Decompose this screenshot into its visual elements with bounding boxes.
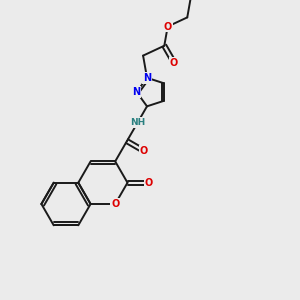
- Text: O: O: [164, 22, 172, 32]
- Text: O: O: [111, 199, 119, 209]
- Text: O: O: [140, 146, 148, 156]
- Text: N: N: [143, 73, 151, 83]
- Text: O: O: [145, 178, 153, 188]
- Text: N: N: [133, 87, 141, 97]
- Text: O: O: [170, 58, 178, 68]
- Text: NH: NH: [130, 118, 145, 127]
